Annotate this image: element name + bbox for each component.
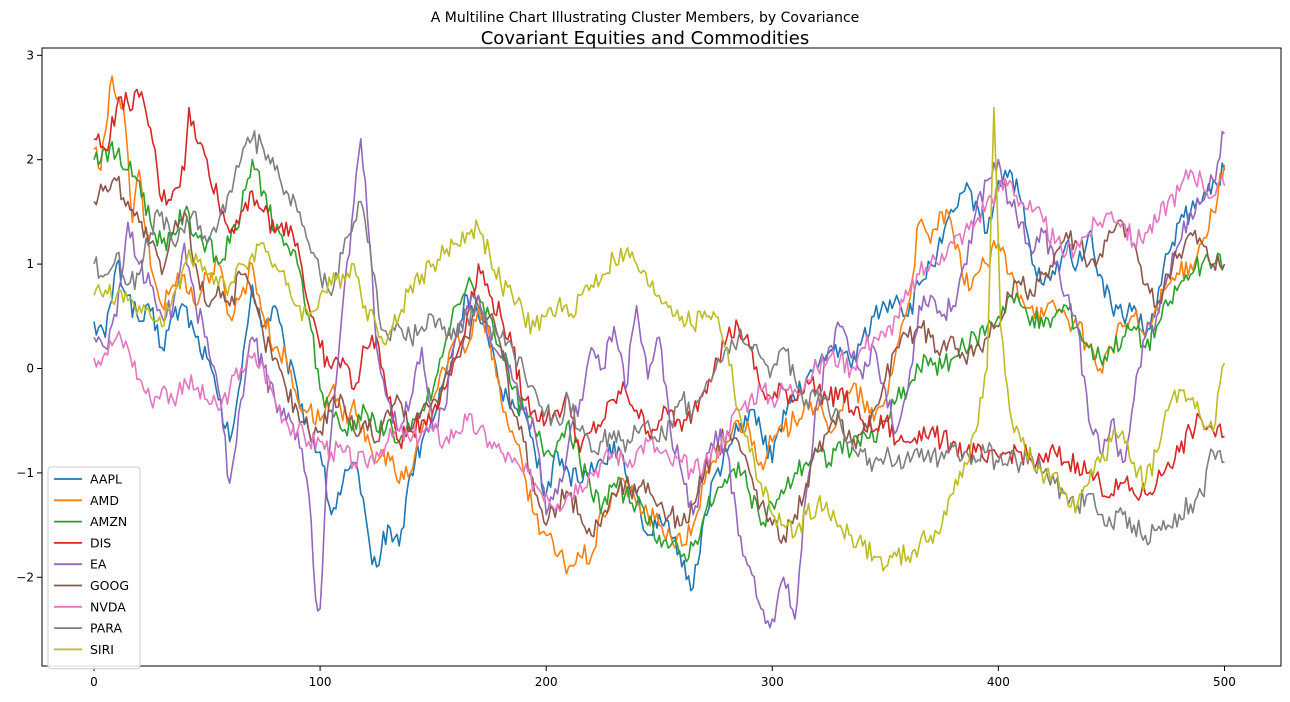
series-line-ea [93,130,1226,629]
series-line-aapl [93,162,1226,592]
y-tick-label: 1 [26,257,34,271]
x-tick-label: 200 [535,675,558,689]
x-tick-label: 300 [761,675,784,689]
series-line-goog [93,175,1226,544]
legend-label-dis: DIS [90,535,111,550]
x-tick-label: 100 [309,675,332,689]
legend-label-ea: EA [90,557,107,572]
legend-label-goog: GOOG [90,578,129,593]
y-tick-label: 3 [26,48,34,62]
series-line-nvda [93,169,1226,513]
chart-suptitle: A Multiline Chart Illustrating Cluster M… [431,10,860,26]
series-line-siri [93,106,1226,572]
legend-label-nvda: NVDA [90,599,126,614]
y-tick-label: −2 [16,570,34,584]
series-line-amzn [93,141,1226,563]
y-tick-label: 0 [26,361,34,375]
x-tick-label: 400 [987,675,1010,689]
legend-label-amd: AMD [90,493,119,508]
legend-label-para: PARA [90,621,122,636]
axes-layer: 0 100 200 300 400 500 −2 −1 0 1 2 3 [16,48,1236,689]
x-tick-label: 0 [90,675,98,689]
x-tick-label: 500 [1213,675,1236,689]
y-tick-label: −1 [16,466,34,480]
legend-label-siri: SIRI [90,642,114,657]
y-tick-label: 2 [26,153,34,167]
legend-box [47,466,141,670]
legend-label-aapl: AAPL [90,472,122,487]
series-line-amd [93,75,1226,575]
legend-label-amzn: AMZN [90,514,127,529]
series-line-dis [93,88,1225,501]
series-layer [93,75,1226,629]
legend: AAPL AMD AMZN DIS EA GOOG NVDA PARA SIRI [47,466,141,670]
chart-title: Covariant Equities and Commodities [481,28,810,49]
plot-frame [41,47,1282,667]
